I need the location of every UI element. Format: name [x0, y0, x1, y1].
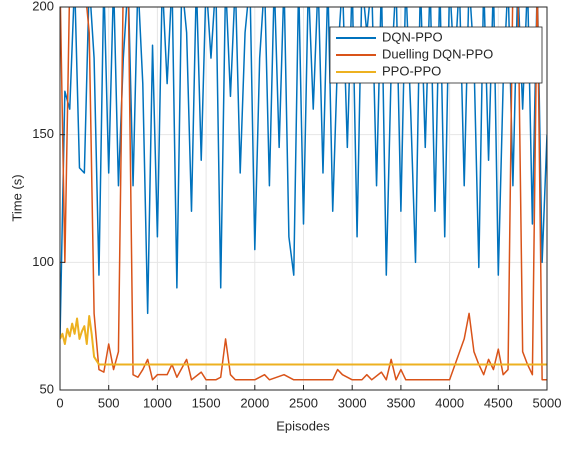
chart: 0 500 1000 1500 2000 2500 3000 3500 4000 4500 5000…: [9, 0, 562, 433]
y-tick-label: 100: [32, 254, 54, 269]
x-tick-label: 2000: [240, 395, 269, 410]
legend-label: DQN-PPO: [382, 29, 443, 44]
x-tick-label: 1000: [143, 395, 172, 410]
x-tick-label: 2500: [289, 395, 318, 410]
x-tick-label: 3000: [338, 395, 367, 410]
x-tick-label: 0: [56, 395, 63, 410]
x-tick-label: 4500: [484, 395, 513, 410]
x-tick-label: 1500: [192, 395, 221, 410]
y-axis-label: Time (s): [9, 174, 24, 221]
legend-label: PPO-PPO: [382, 63, 441, 78]
x-tick-label: 500: [98, 395, 120, 410]
y-tick-label: 50: [40, 381, 54, 396]
x-tick-label: 4000: [435, 395, 464, 410]
x-tick-label: 5000: [533, 395, 562, 410]
data-line: [60, 7, 547, 339]
x-axis-label: Episodes: [276, 418, 330, 433]
legend-label: Duelling DQN-PPO: [382, 46, 493, 61]
x-tick-label: 3500: [386, 395, 415, 410]
y-tick-label: 200: [32, 0, 54, 13]
y-tick-label: 150: [32, 126, 54, 141]
data-line: [60, 314, 547, 366]
